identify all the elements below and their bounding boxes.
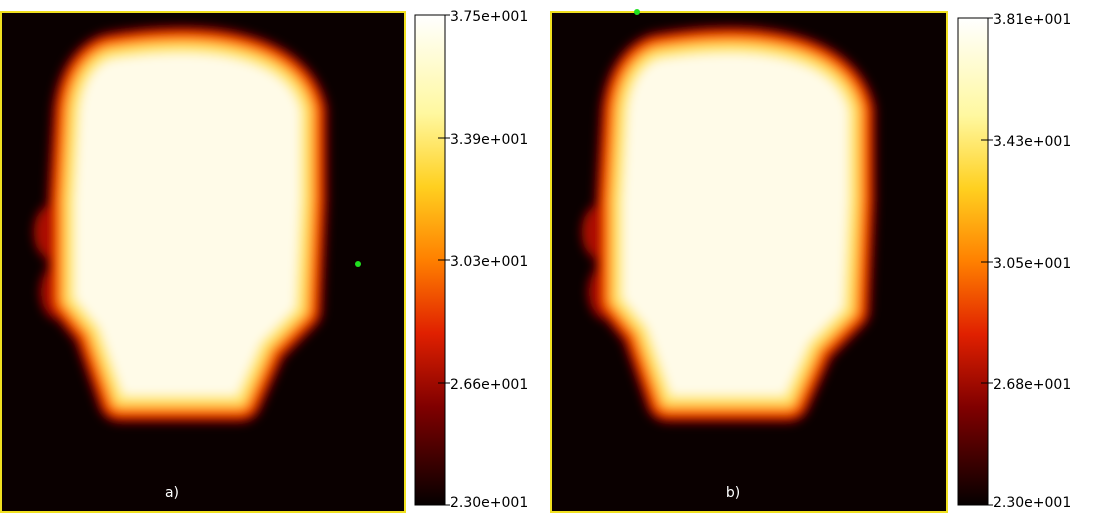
colorbar-tick-label: 2.30e+001	[993, 495, 1071, 511]
panel-a: a) 3.75e+001 3.39e+001 3.03e+001 2.66e+0…	[0, 9, 528, 513]
colorbar-tick-label: 3.39e+001	[450, 132, 528, 148]
colorbar-tick-label: 3.05e+001	[993, 256, 1071, 272]
colorbar-tick-label: 3.81e+001	[993, 12, 1071, 28]
colorbar-tick-label: 2.30e+001	[450, 495, 528, 511]
colorbar-tick-label: 3.75e+001	[450, 9, 528, 25]
marker	[634, 9, 640, 15]
colorbar-ticks	[981, 17, 993, 506]
marker	[355, 261, 361, 267]
colorbar-tick-label: 3.43e+001	[993, 134, 1071, 150]
colorbar-tick-label: 3.03e+001	[450, 254, 528, 270]
panel-b: b) 3.81e+001 3.43e+001 3.05e+001 2.68e+0…	[550, 9, 1071, 513]
panel-label: b)	[726, 485, 740, 501]
colorbar-tick-label: 2.68e+001	[993, 377, 1071, 393]
panel-label: a)	[165, 485, 179, 501]
colorbar-ticks	[438, 14, 450, 506]
colorbar-tick-label: 2.66e+001	[450, 377, 528, 393]
